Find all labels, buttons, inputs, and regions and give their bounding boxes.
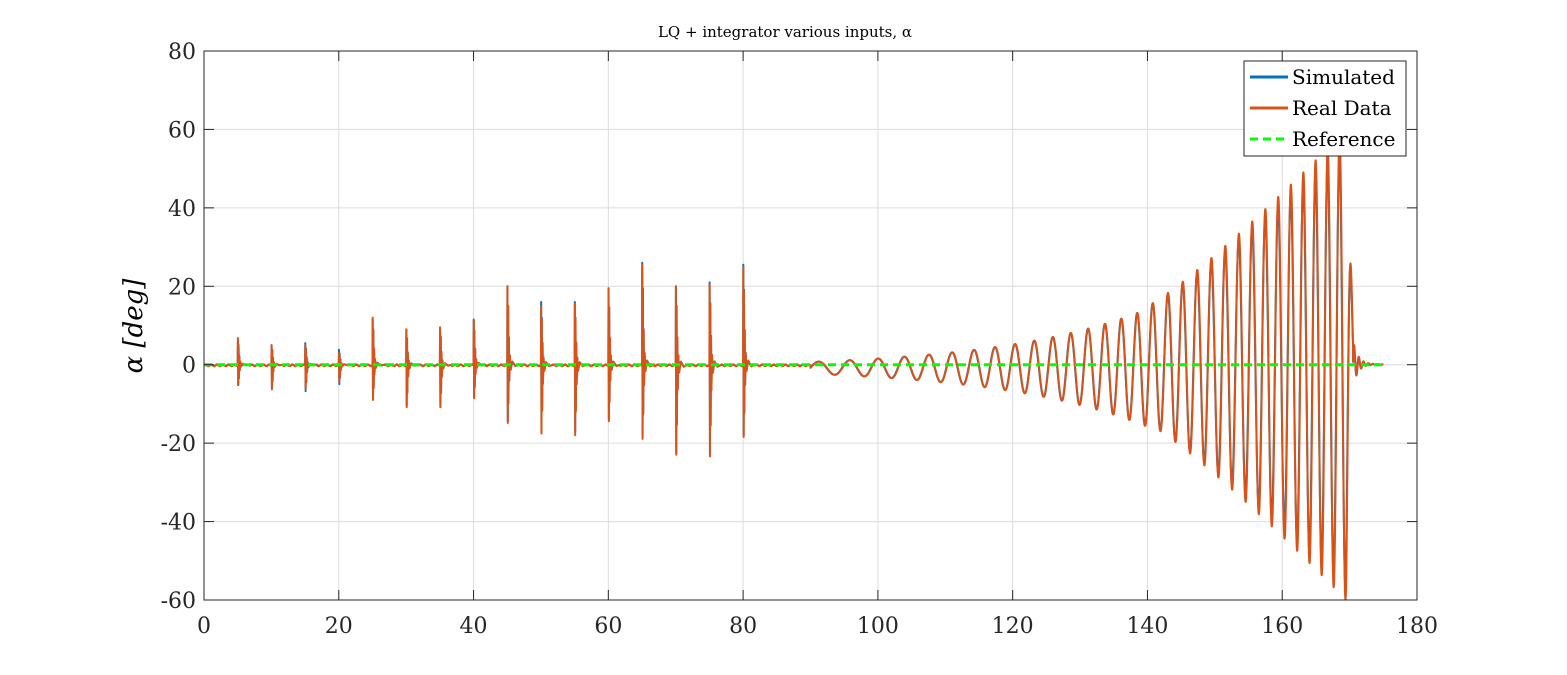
y-tick-label: 40 (168, 197, 196, 222)
x-tick-label: 60 (594, 614, 622, 639)
data-layer (203, 135, 1385, 601)
x-tick-label: 100 (857, 614, 899, 639)
plot-area-border (203, 50, 1418, 601)
x-tick-label: 180 (1396, 614, 1438, 639)
legend-label-simulated: Simulated (1292, 65, 1395, 89)
ticks (203, 50, 1418, 601)
x-tick-label: 80 (729, 614, 757, 639)
y-tick-label: 0 (182, 354, 196, 379)
legend-label-real-data: Real Data (1292, 96, 1392, 120)
legend[interactable]: Simulated Real Data Reference (1243, 60, 1407, 157)
y-tick-label: -60 (161, 589, 196, 614)
y-axis-label: α [deg] (119, 278, 149, 374)
tick-labels: 0 20 40 60 80 100 120 140 160 180 -60 -40 -20 0 20 40 60… (161, 40, 1438, 639)
x-tick-label: 20 (325, 614, 353, 639)
y-tick-label: -20 (161, 432, 196, 457)
x-tick-label: 0 (197, 614, 211, 639)
legend-label-reference: Reference (1292, 127, 1395, 151)
y-tick-label: 20 (168, 275, 196, 300)
y-tick-label: 80 (168, 40, 196, 65)
x-tick-label: 120 (992, 614, 1034, 639)
x-tick-label: 40 (460, 614, 488, 639)
chart-title: LQ + integrator various inputs, α (658, 23, 912, 41)
x-tick-label: 140 (1126, 614, 1168, 639)
y-tick-label: -40 (161, 511, 196, 536)
y-tick-label: 60 (168, 118, 196, 143)
x-tick-label: 160 (1261, 614, 1303, 639)
